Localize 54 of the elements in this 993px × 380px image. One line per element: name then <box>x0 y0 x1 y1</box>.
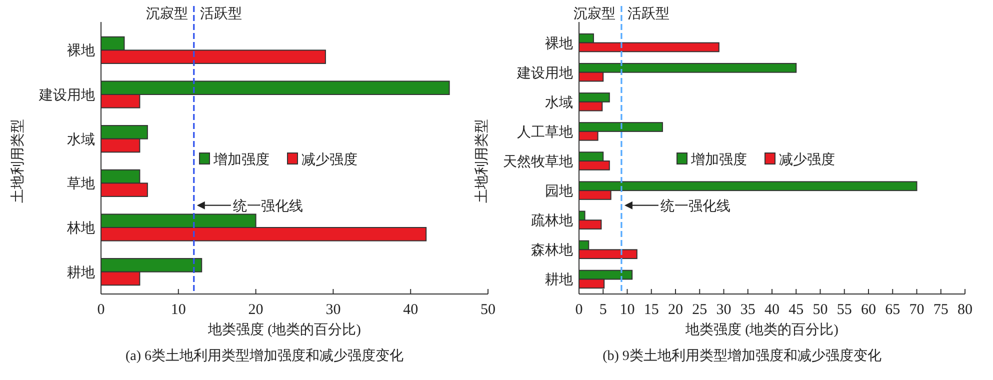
x-tick-label: 50 <box>812 302 828 318</box>
y-tick-label: 疏林地 <box>531 213 573 230</box>
y-tick-label: 耕地 <box>67 264 95 281</box>
annotation: 沉寂型 <box>146 6 188 22</box>
x-tick-label: 35 <box>740 302 756 318</box>
annotation: 沉寂型 <box>573 6 616 22</box>
y-tick-label: 林地 <box>66 220 95 236</box>
y-axis-title: 土地利用类型 <box>474 119 490 203</box>
x-tick-label: 80 <box>958 302 972 318</box>
y-tick-label: 园地 <box>545 184 573 200</box>
y-tick-label: 水域 <box>545 94 573 111</box>
legend-label: 减少强度 <box>302 152 358 168</box>
x-tick-label: 30 <box>716 302 732 318</box>
y-tick-label: 人工草地 <box>517 124 573 140</box>
x-tick-label: 10 <box>170 302 186 318</box>
x-tick-label: 75 <box>933 302 948 318</box>
x-tick-label: 55 <box>836 302 852 318</box>
x-tick-label: 0 <box>575 302 583 318</box>
y-tick-label: 建设用地 <box>38 88 95 104</box>
text: (b) 9类土地利用类型增加强度和减少强度变化 <box>602 348 882 364</box>
y-tick-label: 耕地 <box>545 272 573 288</box>
x-tick-label: 10 <box>620 302 635 318</box>
text: (a) 6类土地利用类型增加强度和减少强度变化 <box>125 348 404 364</box>
x-axis-title: 地类强度 (地类的百分比) <box>207 322 362 338</box>
y-tick-label: 森林地 <box>531 242 573 259</box>
x-tick-label: 25 <box>692 302 708 318</box>
legend-label: 增加强度 <box>212 152 270 168</box>
y-tick-label: 天然牧草地 <box>503 154 573 170</box>
x-tick-label: 0 <box>97 302 105 318</box>
x-tick-label: 45 <box>788 302 804 318</box>
y-tick-label: 裸地 <box>545 36 573 52</box>
x-tick-label: 20 <box>668 302 683 318</box>
x-tick-label: 40 <box>403 302 418 318</box>
x-axis-title: 地类强度 (地类的百分比) <box>684 322 839 338</box>
x-tick-label: 70 <box>909 302 924 318</box>
x-tick-label: 50 <box>480 302 496 318</box>
x-tick-label: 15 <box>644 302 659 318</box>
legend-label: 减少强度 <box>779 152 835 168</box>
y-tick-label: 草地 <box>67 176 95 192</box>
annotation: 统一强化线 <box>660 198 730 214</box>
annotation: 活跃型 <box>200 6 242 22</box>
annotation: 统一强化线 <box>232 198 303 214</box>
y-axis-title: 土地利用类型 <box>10 119 26 203</box>
x-tick-label: 5 <box>599 302 607 318</box>
x-tick-label: 60 <box>861 302 876 318</box>
x-tick-label: 65 <box>885 302 900 318</box>
y-tick-label: 裸地 <box>67 43 95 60</box>
annotation: 活跃型 <box>627 6 670 22</box>
x-tick-label: 40 <box>764 302 780 318</box>
y-tick-label: 建设用地 <box>516 65 573 82</box>
legend-label: 增加强度 <box>690 152 747 168</box>
x-tick-label: 20 <box>248 302 264 318</box>
y-tick-label: 水域 <box>67 132 95 148</box>
x-tick-label: 30 <box>326 302 341 318</box>
